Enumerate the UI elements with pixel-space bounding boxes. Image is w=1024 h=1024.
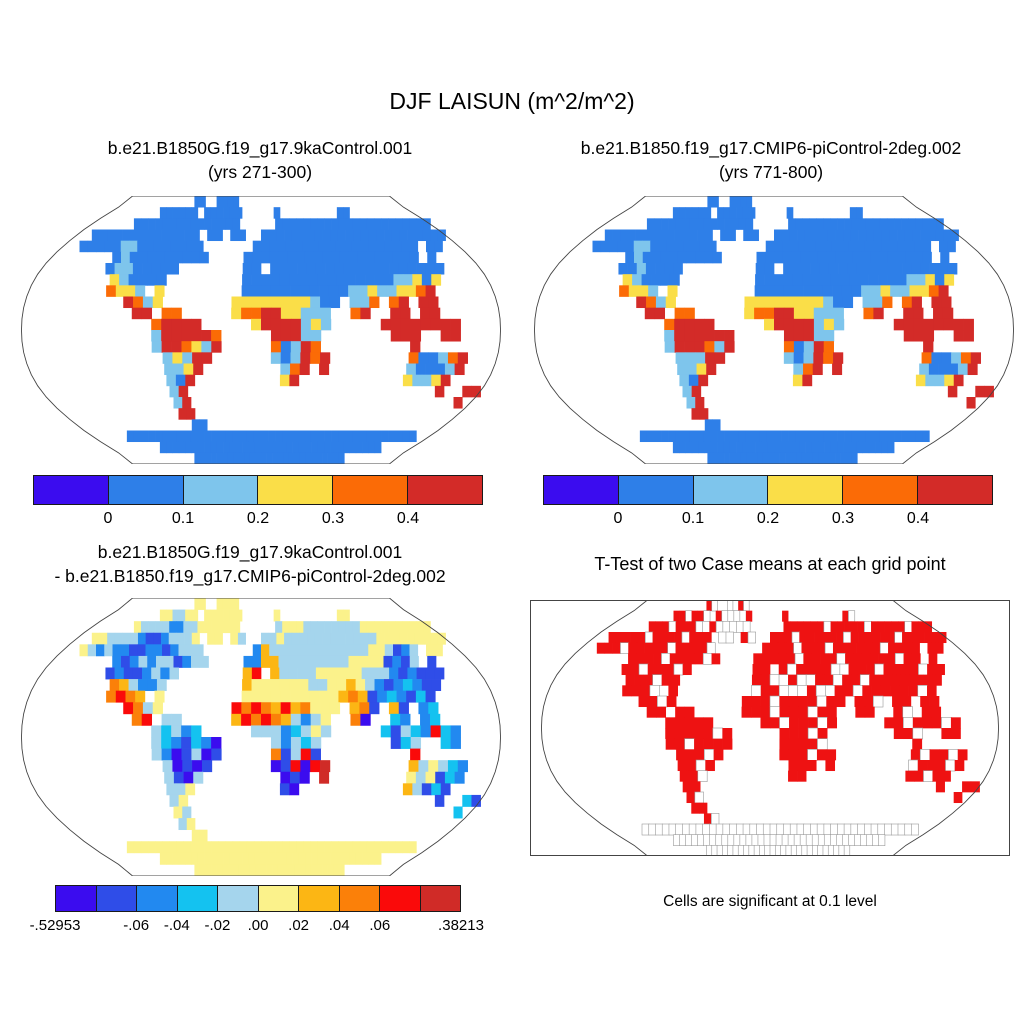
colorbar-swatch bbox=[419, 886, 460, 911]
colorbar-swatch bbox=[217, 886, 258, 911]
colorbar-swatch bbox=[767, 476, 843, 504]
map-picontrol bbox=[534, 196, 1014, 464]
colorbar-tick-label: -.02 bbox=[204, 917, 231, 934]
colorbar-swatch bbox=[56, 886, 96, 911]
colorbar-tick-label: 0.1 bbox=[171, 510, 195, 527]
colorbar-swatch bbox=[332, 476, 408, 504]
colorbar-tick-label: 0 bbox=[103, 510, 113, 527]
colorbar-difference: -.52953 -.06 -.04 -.02 .00 .02 .04 .06 .38213 bbox=[30, 885, 484, 934]
colorbar-tick-label: .06 bbox=[369, 917, 391, 934]
colorbar-swatch bbox=[917, 476, 992, 504]
colorbar-tick-label: .02 bbox=[288, 917, 310, 934]
colorbar-swatch bbox=[298, 886, 339, 911]
colorbar-swatch bbox=[107, 476, 183, 504]
colorbar-tick-label: .04 bbox=[328, 917, 350, 934]
colorbar-boxes bbox=[33, 475, 483, 505]
colorbar-tick-label: 0.2 bbox=[246, 510, 270, 527]
colorbar-tick-label: .38213 bbox=[438, 917, 484, 934]
panel-title-difference-line1: b.e21.B1850G.f19_g17.9kaControl.001 bbox=[97, 542, 403, 562]
colorbar-swatch bbox=[34, 476, 108, 504]
map-difference bbox=[21, 598, 501, 876]
panel-title-9ka: b.e21.B1850G.f19_g17.9kaControl.001 (yrs… bbox=[10, 136, 510, 184]
colorbar-swatch bbox=[544, 476, 618, 504]
colorbar-tick-label: 0.2 bbox=[756, 510, 780, 527]
colorbar-lai-left: 0 0.1 0.2 0.3 0.4 bbox=[33, 475, 483, 527]
colorbar-tick-label: 0.1 bbox=[681, 510, 705, 527]
colorbar-tick-label: -.52953 bbox=[29, 917, 81, 934]
colorbar-swatch bbox=[407, 476, 482, 504]
colorbar-tick-label: 0 bbox=[613, 510, 623, 527]
colorbar-swatch bbox=[842, 476, 918, 504]
colorbar-swatch bbox=[95, 886, 136, 911]
panel-title-picontrol-line2: (yrs 771-800) bbox=[718, 162, 824, 182]
panel-title-ttest: T-Test of two Case means at each grid po… bbox=[594, 554, 946, 574]
map-ttest bbox=[530, 600, 1010, 856]
map-9ka-control bbox=[21, 196, 501, 464]
colorbar-tick-label: .00 bbox=[247, 917, 269, 934]
colorbar-swatch bbox=[379, 886, 420, 911]
panel-title-difference-line2: - b.e21.B1850.f19_g17.CMIP6-piControl-2d… bbox=[54, 566, 446, 586]
figure-title: DJF LAISUN (m^2/m^2) bbox=[389, 88, 635, 114]
panel-title-9ka-line1: b.e21.B1850G.f19_g17.9kaControl.001 bbox=[107, 138, 413, 158]
ttest-caption: Cells are significant at 0.1 level bbox=[663, 893, 877, 910]
colorbar-swatch bbox=[136, 886, 177, 911]
colorbar-swatch bbox=[182, 476, 258, 504]
colorbar-tick-label: 0.3 bbox=[831, 510, 855, 527]
colorbar-tick-label: -.06 bbox=[123, 917, 150, 934]
colorbar-swatch bbox=[338, 886, 379, 911]
colorbar-swatch bbox=[176, 886, 217, 911]
panel-title-9ka-line2: (yrs 271-300) bbox=[207, 162, 313, 182]
panel-title-difference: b.e21.B1850G.f19_g17.9kaControl.001 - b.… bbox=[0, 540, 506, 588]
colorbar-tick-label: -.04 bbox=[163, 917, 190, 934]
colorbar-tick-label: 0.3 bbox=[321, 510, 345, 527]
colorbar-swatch bbox=[257, 476, 333, 504]
colorbar-tick-label: 0.4 bbox=[396, 510, 420, 527]
colorbar-swatch bbox=[257, 886, 298, 911]
panel-title-picontrol: b.e21.B1850.f19_g17.CMIP6-piControl-2deg… bbox=[518, 136, 1024, 184]
colorbar-lai-right: 0 0.1 0.2 0.3 0.4 bbox=[543, 475, 993, 527]
panel-title-picontrol-line1: b.e21.B1850.f19_g17.CMIP6-piControl-2deg… bbox=[580, 138, 962, 158]
colorbar-swatch bbox=[617, 476, 693, 504]
colorbar-boxes bbox=[55, 885, 461, 912]
colorbar-tick-label: 0.4 bbox=[906, 510, 930, 527]
colorbar-swatch bbox=[692, 476, 768, 504]
colorbar-boxes bbox=[543, 475, 993, 505]
